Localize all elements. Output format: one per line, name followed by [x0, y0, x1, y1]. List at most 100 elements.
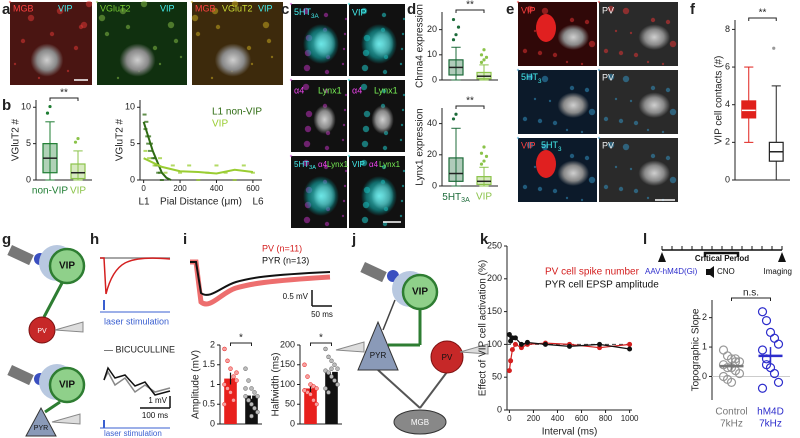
y-axis-label: Chrna4 expression	[415, 4, 426, 88]
y-tick-label: 0	[210, 418, 215, 428]
micrograph-speckle	[603, 116, 609, 122]
point	[305, 374, 310, 379]
micrograph-speckle	[347, 154, 351, 158]
micrograph-speckle	[158, 62, 162, 66]
y-tick-label: 5	[26, 138, 31, 148]
y-tick-label: 5	[130, 138, 135, 148]
point	[249, 386, 254, 391]
fit-line	[142, 121, 172, 181]
cell-body	[557, 92, 590, 118]
micrograph-speckle	[597, 0, 601, 4]
point	[302, 362, 307, 367]
panel-letter: e	[506, 1, 514, 18]
label: CNO	[717, 267, 735, 276]
micrograph-speckle	[289, 78, 293, 82]
label: PV	[37, 328, 47, 335]
label: 50 ms	[311, 310, 333, 319]
micrograph-speckle	[661, 130, 665, 134]
point	[158, 157, 163, 160]
point	[232, 179, 237, 181]
point	[314, 402, 319, 407]
pv-cell	[430, 340, 464, 374]
point	[627, 341, 633, 347]
outlier	[482, 159, 486, 163]
point	[765, 327, 776, 337]
y-tick-label: 1	[702, 341, 707, 351]
x-tick-label: 400	[551, 414, 565, 423]
label: VIP	[59, 380, 75, 391]
point	[252, 405, 257, 411]
micrograph-speckle	[382, 145, 388, 151]
point	[542, 341, 548, 347]
micrograph-speckle	[341, 62, 345, 66]
micrograph-speckle	[173, 38, 179, 44]
x-tick-label: hM4D	[757, 407, 784, 418]
micrograph-speckle	[167, 21, 175, 29]
outlier	[454, 33, 458, 37]
point	[311, 398, 316, 403]
x-tick-label: 600	[575, 414, 589, 423]
cell-body	[638, 160, 671, 186]
label-text: 5HT	[521, 72, 539, 82]
panel-letter: b	[2, 97, 11, 114]
point	[231, 374, 236, 379]
micrograph-speckle	[401, 32, 405, 36]
micrograph-speckle	[215, 24, 221, 30]
significance-bracket	[230, 342, 252, 346]
micrograph-speckle	[565, 196, 569, 200]
micrograph-speckle	[289, 2, 293, 6]
significance: *	[319, 333, 323, 344]
y-tick-label: 100	[280, 379, 295, 389]
point	[143, 149, 148, 152]
point	[518, 341, 524, 347]
y-tick-label: 40	[427, 118, 437, 128]
micrograph-speckle	[618, 118, 624, 124]
point	[329, 358, 334, 364]
micrograph-speckle	[537, 186, 543, 192]
y-tick-label: 0	[26, 174, 31, 184]
x-axis-label: Pial Distance (μm)	[160, 197, 242, 208]
micrograph-speckle	[363, 110, 371, 118]
panel-letter: g	[2, 231, 11, 248]
light-probe	[7, 244, 34, 266]
micrograph-speckle	[195, 31, 201, 37]
micrograph-speckle	[341, 214, 345, 218]
point	[506, 368, 512, 374]
micrograph-speckle	[344, 93, 348, 97]
pipette	[54, 321, 84, 333]
point	[773, 339, 784, 349]
micrograph-speckle	[304, 125, 312, 133]
point	[314, 386, 319, 391]
label: VGluT2	[222, 3, 253, 13]
micrograph-speckle	[607, 73, 615, 81]
outlier	[454, 112, 458, 116]
micrograph-speckle	[522, 116, 528, 122]
y-axis-label: VGluT2 #	[11, 118, 22, 161]
micrograph-speckle	[8, 0, 12, 4]
micrograph-speckle	[622, 143, 630, 151]
micrograph-speckle	[633, 120, 639, 126]
y-tick-label: 2	[210, 339, 215, 349]
micrograph-speckle	[266, 38, 272, 44]
point	[170, 164, 175, 167]
micrograph-speckle	[381, 88, 387, 94]
y-tick-label: 6	[725, 61, 730, 71]
label: VIP	[58, 3, 73, 13]
point	[228, 390, 233, 395]
region-label: L6	[252, 197, 264, 208]
micrograph-speckle	[569, 17, 575, 23]
micrograph-speckle	[569, 153, 575, 159]
point	[178, 171, 183, 174]
point	[329, 366, 334, 371]
micrograph-speckle	[78, 24, 84, 30]
pipette	[51, 413, 81, 425]
outlier	[484, 55, 489, 59]
label: laser stimulation	[104, 429, 162, 438]
critical-period	[703, 251, 740, 257]
label: VIP	[521, 5, 536, 15]
x-tick-sublabel: 7kHz	[759, 419, 782, 430]
label: α4	[318, 160, 328, 169]
micrograph-speckle	[382, 69, 388, 75]
micrograph-speckle	[669, 108, 677, 116]
point	[234, 378, 239, 383]
